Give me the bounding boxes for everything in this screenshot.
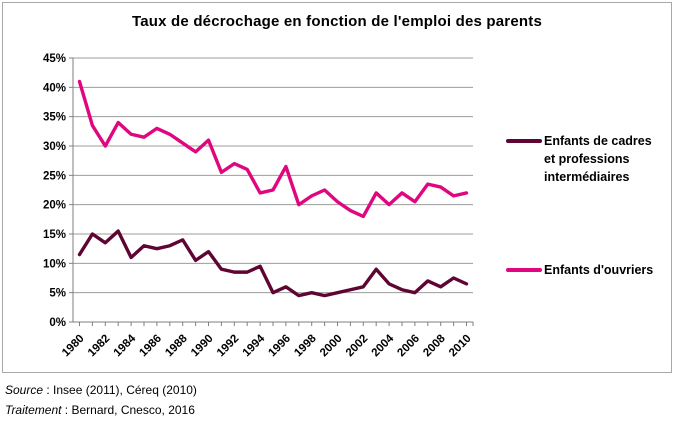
source-line: Source : Insee (2011), Céreq (2010) — [5, 380, 197, 400]
x-axis-label: 1992 — [215, 333, 242, 360]
x-axis-label: 2010 — [447, 333, 474, 360]
x-axis-label: 1982 — [86, 333, 113, 360]
x-axis-label: 1994 — [241, 332, 268, 359]
x-axis-label: 1996 — [266, 333, 293, 360]
x-axis-label: 1986 — [137, 333, 164, 360]
chart-frame: Taux de décrochage en fonction de l'empl… — [2, 2, 672, 373]
y-axis-label: 10% — [43, 258, 66, 270]
series-line-cadres — [77, 229, 469, 298]
series-line-ouvriers — [77, 79, 469, 219]
source-text: Insee (2011), Céreq (2010) — [53, 383, 197, 397]
chart-title: Taux de décrochage en fonction de l'empl… — [131, 13, 542, 30]
legend-entry-cadres: Enfants de cadres et professions intermé… — [506, 133, 664, 186]
x-axis-label: 1998 — [292, 332, 319, 359]
x-axis-label: 2008 — [421, 332, 448, 359]
x-axis-label: 1984 — [112, 332, 139, 359]
traitement-sep: : — [61, 403, 72, 418]
source-sep: : — [43, 383, 54, 397]
chart-footer: Source : Insee (2011), Céreq (2010) Trai… — [5, 380, 197, 421]
y-axis-label: 40% — [43, 82, 66, 94]
traitement-text: Bernard, Cnesco, 2016 — [71, 403, 195, 418]
y-axis-label: 45% — [43, 53, 66, 65]
y-axis-label: 25% — [43, 170, 66, 182]
traitement-label: Traitement — [5, 403, 62, 418]
x-axis-label: 2006 — [395, 333, 422, 360]
x-axis-label: 1990 — [189, 333, 216, 360]
y-axis-label: 20% — [43, 200, 66, 212]
legend-label-cadres: Enfants de cadres et professions intermé… — [544, 134, 652, 184]
x-axis-label: 2002 — [344, 333, 371, 360]
x-axis-label: 2000 — [318, 333, 345, 360]
source-label: Source — [5, 383, 44, 397]
x-axis-label: 1980 — [60, 333, 87, 360]
x-axis-label: 1988 — [163, 332, 190, 359]
legend-swatch-cadres — [506, 139, 542, 143]
chart-svg: 0% 5% 10% 15% 20% 25% 30% 35% 40% 45% 1980 1982 1984… — [43, 53, 474, 360]
y-axis-label: 35% — [43, 112, 66, 124]
legend-entry-ouvriers: Enfants d'ouvriers — [506, 262, 653, 280]
traitement-line: Traitement : Bernard, Cnesco, 2016 — [5, 400, 197, 420]
legend-label-ouvriers: Enfants d'ouvriers — [544, 263, 654, 277]
y-axis-label: 30% — [43, 141, 66, 153]
y-axis-label: 0% — [49, 317, 66, 329]
y-axis-label: 15% — [43, 229, 66, 241]
y-axis-label: 5% — [49, 288, 66, 300]
legend-swatch-ouvriers — [506, 268, 542, 272]
x-axis-label: 2004 — [370, 332, 397, 359]
